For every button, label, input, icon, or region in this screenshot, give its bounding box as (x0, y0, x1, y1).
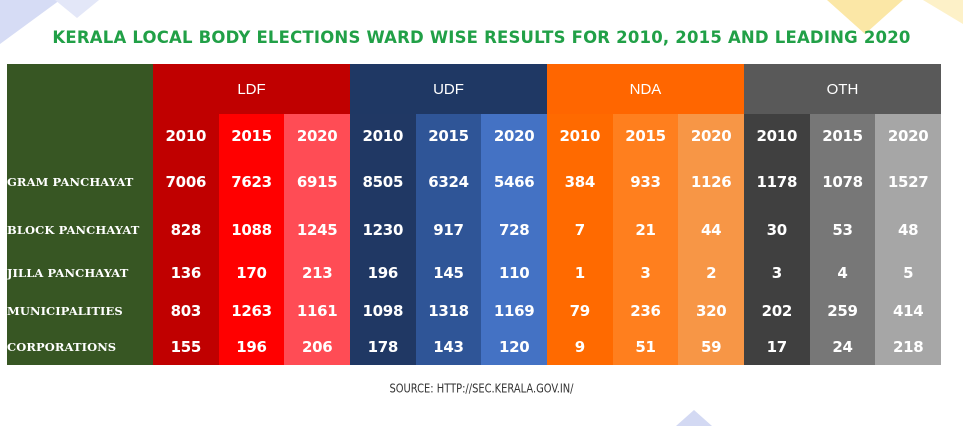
value-cell-2-nda-2010: 7 (546, 206, 613, 254)
value-cell-2-nda-2015: 21 (612, 206, 679, 254)
year-header-oth-2020: 2020 (875, 114, 941, 158)
value-cell-2-ldf-2020: 1245 (284, 206, 350, 254)
value-cell-3-oth-2010: 3 (743, 254, 810, 292)
value-cell-5-oth-2015: 24 (809, 329, 876, 365)
results-table: LDF 2010 2015 2020 UDF 2010 2015 2020 NDA 2010 201… (7, 64, 941, 365)
group-header-udf: UDF (349, 64, 547, 114)
decor-triangle-top-right-small (923, 0, 963, 24)
row-label-block-panchayat: BLOCK PANCHAYAT (7, 206, 153, 254)
value-cell-1-oth-2020: 1527 (875, 158, 941, 206)
year-header-oth-2015: 2015 (809, 114, 876, 158)
decor-triangle-top-left (0, 0, 60, 44)
year-header-oth-2010: 2010 (743, 114, 810, 158)
value-cell-4-udf-2015: 1318 (415, 292, 482, 329)
value-cell-5-udf-2010: 178 (349, 329, 416, 365)
row-label-jilla-panchayat: JILLA PANCHAYAT (7, 254, 153, 292)
value-cell-3-udf-2020: 110 (481, 254, 547, 292)
row-label-corporations: CORPORATIONS (7, 329, 153, 365)
value-cell-3-ldf-2015: 170 (218, 254, 285, 292)
decor-triangle-bottom (676, 410, 712, 426)
year-header-nda-2020: 2020 (678, 114, 744, 158)
value-cell-3-nda-2010: 1 (546, 254, 613, 292)
value-cell-5-udf-2015: 143 (415, 329, 482, 365)
value-cell-3-udf-2015: 145 (415, 254, 482, 292)
value-cell-2-ldf-2010: 828 (153, 206, 219, 254)
year-header-nda-2015: 2015 (612, 114, 679, 158)
value-cell-4-ldf-2010: 803 (153, 292, 219, 329)
value-cell-4-oth-2015: 259 (809, 292, 876, 329)
value-cell-1-oth-2015: 1078 (809, 158, 876, 206)
value-cell-2-udf-2020: 728 (481, 206, 547, 254)
year-header-ldf-2015: 2015 (218, 114, 285, 158)
value-cell-1-nda-2015: 933 (612, 158, 679, 206)
value-cell-4-ldf-2020: 1161 (284, 292, 350, 329)
value-cell-5-nda-2010: 9 (546, 329, 613, 365)
value-cell-3-udf-2010: 196 (349, 254, 416, 292)
decor-triangle-top-right (827, 0, 903, 34)
table-corner (7, 64, 153, 158)
value-cell-5-oth-2020: 218 (875, 329, 941, 365)
value-cell-1-oth-2010: 1178 (743, 158, 810, 206)
year-header-nda-2010: 2010 (546, 114, 613, 158)
value-cell-2-udf-2015: 917 (415, 206, 482, 254)
year-header-udf-2020: 2020 (481, 114, 547, 158)
value-cell-4-nda-2020: 320 (678, 292, 744, 329)
value-cell-1-udf-2020: 5466 (481, 158, 547, 206)
value-cell-3-nda-2015: 3 (612, 254, 679, 292)
value-cell-5-udf-2020: 120 (481, 329, 547, 365)
value-cell-2-ldf-2015: 1088 (218, 206, 285, 254)
value-cell-1-nda-2020: 1126 (678, 158, 744, 206)
value-cell-5-nda-2020: 59 (678, 329, 744, 365)
value-cell-4-nda-2010: 79 (546, 292, 613, 329)
value-cell-2-udf-2010: 1230 (349, 206, 416, 254)
year-header-ldf-2020: 2020 (284, 114, 350, 158)
value-cell-5-oth-2010: 17 (743, 329, 810, 365)
decor-triangle-top-left-small (55, 0, 99, 18)
value-cell-1-ldf-2010: 7006 (153, 158, 219, 206)
value-cell-2-oth-2010: 30 (743, 206, 810, 254)
year-header-ldf-2010: 2010 (153, 114, 219, 158)
value-cell-4-oth-2020: 414 (875, 292, 941, 329)
value-cell-3-oth-2020: 5 (875, 254, 941, 292)
year-header-udf-2015: 2015 (415, 114, 482, 158)
year-header-udf-2010: 2010 (349, 114, 416, 158)
value-cell-2-nda-2020: 44 (678, 206, 744, 254)
value-cell-3-nda-2020: 2 (678, 254, 744, 292)
value-cell-5-ldf-2015: 196 (218, 329, 285, 365)
value-cell-2-oth-2020: 48 (875, 206, 941, 254)
value-cell-3-ldf-2020: 213 (284, 254, 350, 292)
group-header-ldf: LDF (153, 64, 350, 114)
group-header-oth: OTH (743, 64, 941, 114)
value-cell-4-udf-2020: 1169 (481, 292, 547, 329)
value-cell-2-oth-2015: 53 (809, 206, 876, 254)
value-cell-4-udf-2010: 1098 (349, 292, 416, 329)
chart-title: KERALA LOCAL BODY ELECTIONS WARD WISE RE… (52, 28, 911, 47)
value-cell-1-udf-2010: 8505 (349, 158, 416, 206)
value-cell-5-ldf-2020: 206 (284, 329, 350, 365)
value-cell-1-ldf-2015: 7623 (218, 158, 285, 206)
value-cell-1-udf-2015: 6324 (415, 158, 482, 206)
source-note: SOURCE: HTTP://SEC.KERALA.GOV.IN/ (389, 381, 574, 396)
value-cell-1-ldf-2020: 6915 (284, 158, 350, 206)
value-cell-5-nda-2015: 51 (612, 329, 679, 365)
value-cell-1-nda-2010: 384 (546, 158, 613, 206)
value-cell-4-nda-2015: 236 (612, 292, 679, 329)
row-label-gram-panchayat: GRAM PANCHAYAT (7, 158, 153, 206)
group-header-nda: NDA (546, 64, 744, 114)
value-cell-4-ldf-2015: 1263 (218, 292, 285, 329)
value-cell-3-ldf-2010: 136 (153, 254, 219, 292)
value-cell-4-oth-2010: 202 (743, 292, 810, 329)
row-label-municipalities: MUNICIPALITIES (7, 292, 153, 329)
value-cell-3-oth-2015: 4 (809, 254, 876, 292)
value-cell-5-ldf-2010: 155 (153, 329, 219, 365)
